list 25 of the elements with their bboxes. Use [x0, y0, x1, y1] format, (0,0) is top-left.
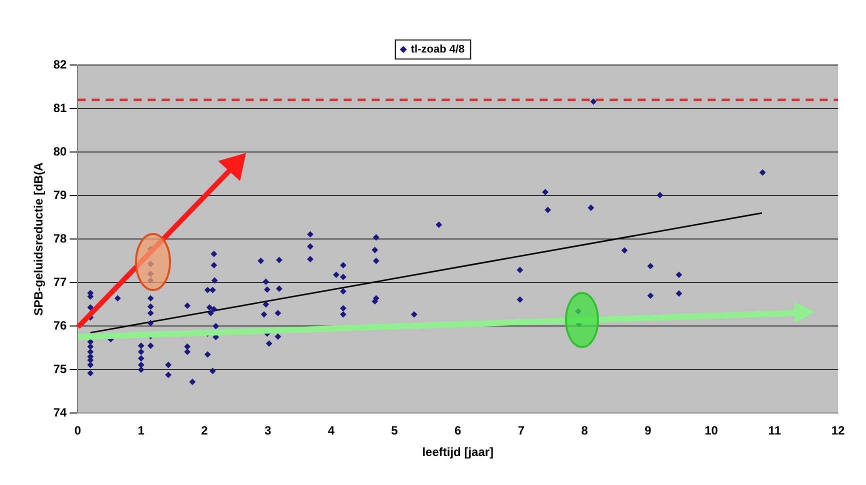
x-tick-label: 2 — [201, 424, 208, 438]
x-tick-label: 0 — [74, 424, 82, 438]
y-tick-label: 79 — [53, 188, 68, 202]
x-tick-label: 6 — [454, 424, 462, 438]
y-tick-label: 76 — [53, 318, 68, 332]
y-axis-title: SPB-geluidsreductie [dB(A — [32, 162, 46, 316]
y-tick-label: 74 — [53, 406, 68, 420]
x-tick-label: 9 — [644, 424, 652, 438]
x-tick-label: 8 — [581, 424, 588, 438]
x-tick-label: 5 — [391, 424, 398, 438]
x-tick-label: 12 — [831, 424, 845, 438]
y-tick-label: 77 — [53, 274, 68, 289]
x-tick-label: 11 — [768, 424, 782, 438]
x-tick-label: 10 — [704, 424, 718, 438]
y-tick-label: 80 — [53, 144, 68, 158]
y-tick-label: 75 — [53, 362, 68, 376]
x-axis-title: leeftijd [jaar] — [422, 445, 494, 460]
x-tick-label: 7 — [518, 424, 525, 438]
x-tick-label: 1 — [138, 424, 145, 438]
y-tick-label: 78 — [53, 231, 68, 246]
y-tick-label: 82 — [53, 57, 68, 72]
x-tick-label: 4 — [328, 424, 335, 438]
x-tick-label: 3 — [264, 424, 272, 438]
legend-label: tl-zoab 4/8 — [410, 44, 465, 56]
y-tick-label: 81 — [53, 100, 68, 115]
